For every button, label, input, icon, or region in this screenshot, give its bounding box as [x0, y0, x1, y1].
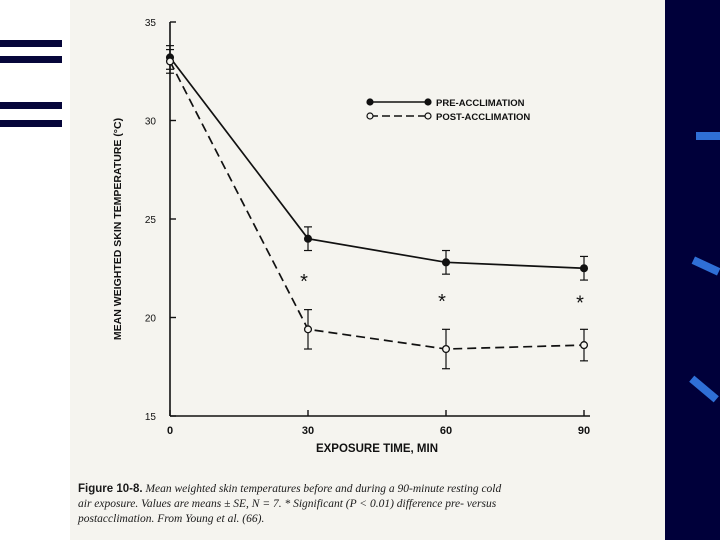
legend-label: PRE-ACCLIMATION: [436, 98, 525, 109]
x-tick-label: 60: [440, 425, 452, 437]
legend-marker: [424, 112, 432, 120]
caption-line-3: postacclimation. From Young et al. (66).: [78, 513, 265, 525]
accent-bar: [696, 132, 720, 140]
y-tick-label: 15: [145, 412, 157, 423]
caption-line-2: air exposure. Values are means ± SE, N =…: [78, 498, 497, 510]
figure-caption: Figure 10-8. Mean weighted skin temperat…: [78, 482, 638, 527]
caption-label: Figure 10-8.: [78, 483, 143, 495]
left-strip-mark: [0, 102, 62, 109]
y-tick-label: 35: [145, 18, 157, 29]
significance-mark: *: [576, 293, 584, 315]
scanned-page: [70, 0, 665, 540]
x-tick-label: 30: [302, 425, 314, 437]
y-tick-label: 30: [145, 117, 157, 128]
left-strip-mark: [0, 120, 62, 127]
y-tick-label: 25: [145, 215, 157, 226]
data-point: [165, 57, 175, 66]
caption-line-1: Mean weighted skin temperatures before a…: [145, 483, 502, 495]
data-point: [579, 341, 589, 350]
legend-marker: [366, 98, 374, 106]
significance-mark: *: [438, 291, 446, 313]
x-tick-label: 0: [167, 425, 173, 437]
x-axis-label: EXPOSURE TIME, MIN: [316, 443, 438, 455]
series-line-pre: [169, 56, 585, 270]
data-point: [579, 264, 589, 273]
series-line-post: [169, 61, 585, 350]
y-axis-label: MEAN WEIGHTED SKIN TEMPERATURE (°C): [112, 118, 124, 340]
left-strip-mark: [0, 56, 62, 63]
slide-left-strip: [0, 0, 70, 540]
legend-marker: [424, 98, 432, 106]
significance-mark: *: [300, 271, 308, 293]
data-point: [303, 325, 313, 334]
x-tick-label: 90: [578, 425, 590, 437]
data-point: [303, 234, 313, 243]
legend-label: POST-ACCLIMATION: [436, 112, 530, 123]
data-point: [441, 344, 451, 354]
left-strip-mark: [0, 40, 62, 47]
data-point: [441, 258, 451, 267]
y-tick-label: 20: [145, 314, 157, 325]
legend-marker: [366, 112, 374, 120]
